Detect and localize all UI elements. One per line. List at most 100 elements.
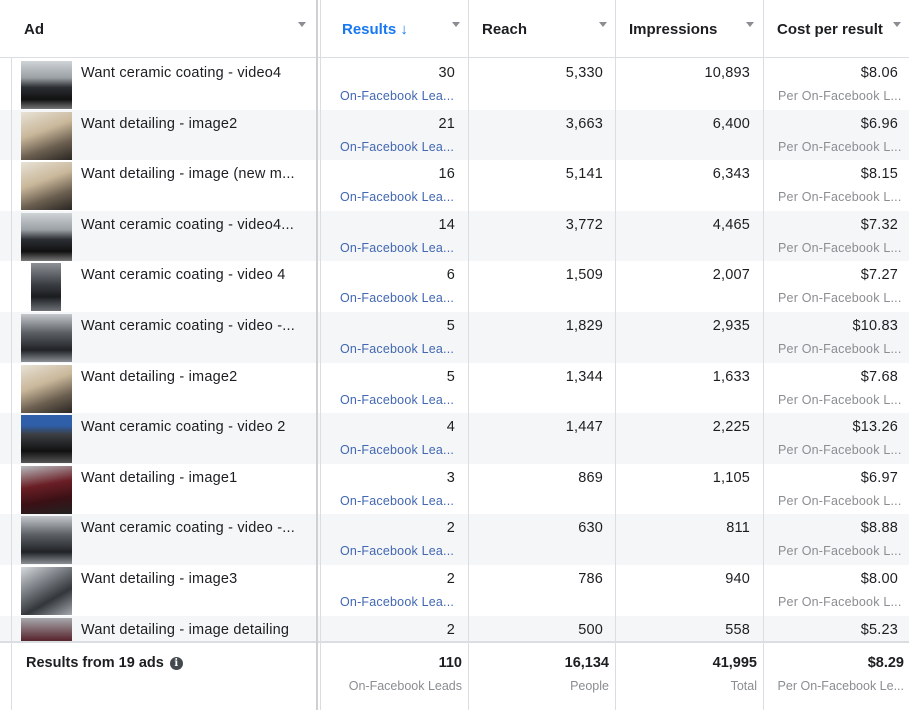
- column-menu-cost-icon[interactable]: [893, 22, 901, 27]
- table-row[interactable]: Want detailing - image3 2 On-Facebook Le…: [0, 565, 909, 616]
- ad-thumbnail[interactable]: [21, 314, 72, 362]
- results-value: 5: [446, 368, 455, 385]
- column-header-impressions[interactable]: Impressions: [617, 0, 762, 58]
- ad-thumbnail[interactable]: [31, 263, 61, 312]
- summary-impressions-label: Total: [730, 679, 757, 693]
- results-type-link[interactable]: On-Facebook Lea...: [340, 544, 455, 559]
- column-header-results[interactable]: Results ↓: [330, 0, 468, 58]
- table-row[interactable]: Want detailing - image (new m... 16 On-F…: [0, 160, 909, 211]
- table-row[interactable]: Want ceramic coating - video4... 14 On-F…: [0, 210, 909, 262]
- ad-thumbnail[interactable]: [21, 516, 72, 565]
- column-menu-ad-icon[interactable]: [298, 22, 306, 27]
- reach-value: 3,772: [565, 216, 603, 233]
- ad-name[interactable]: Want detailing - image (new m...: [81, 166, 295, 183]
- cost-value: $7.32: [860, 216, 898, 233]
- ad-name[interactable]: Want ceramic coating - video 2: [81, 419, 286, 436]
- results-type-link[interactable]: On-Facebook Lea...: [340, 493, 455, 508]
- ad-thumbnail[interactable]: [21, 111, 72, 160]
- ad-thumbnail[interactable]: [21, 162, 72, 211]
- table-header: Ad Results ↓ Reach Impressions Cost per …: [0, 0, 909, 58]
- info-icon[interactable]: i: [169, 656, 183, 670]
- impressions-value: 558: [725, 621, 750, 638]
- table-row[interactable]: Want ceramic coating - video 4 6 On-Face…: [0, 261, 909, 312]
- ad-name[interactable]: Want ceramic coating - video4: [81, 65, 282, 81]
- cost-value: $5.23: [860, 621, 898, 638]
- cost-type-label: Per On-Facebook L...: [778, 392, 902, 407]
- results-type-link[interactable]: On-Facebook Lea...: [340, 392, 455, 407]
- table-row[interactable]: Want detailing - image2 21 On-Facebook L…: [0, 109, 909, 161]
- results-type-link[interactable]: On-Facebook Lea...: [340, 342, 455, 356]
- ad-thumbnail[interactable]: [21, 617, 72, 641]
- results-type-link[interactable]: On-Facebook Lea...: [340, 89, 455, 103]
- ad-thumbnail[interactable]: [21, 61, 72, 109]
- results-value: 2: [446, 520, 455, 537]
- ad-thumbnail[interactable]: [21, 212, 72, 261]
- results-value: 6: [446, 267, 455, 284]
- summary-results-label: On-Facebook Leads: [348, 679, 462, 693]
- column-header-label: Reach: [482, 20, 528, 38]
- reach-value: 869: [578, 469, 603, 486]
- ad-name[interactable]: Want ceramic coating - video 4: [81, 267, 286, 284]
- summary-cost-label: Per On-Facebook Le...: [777, 679, 904, 693]
- results-type-link[interactable]: On-Facebook Lea...: [340, 443, 455, 458]
- results-type-link[interactable]: On-Facebook Lea...: [340, 595, 455, 609]
- column-header-ad[interactable]: Ad: [12, 0, 316, 58]
- ad-thumbnail[interactable]: [21, 465, 72, 514]
- table-row[interactable]: Want ceramic coating - video 2 4 On-Face…: [0, 413, 909, 464]
- results-type-link[interactable]: On-Facebook Lea...: [340, 190, 455, 205]
- results-type-link[interactable]: On-Facebook Lea...: [340, 139, 455, 154]
- reach-value: 1,447: [565, 419, 603, 436]
- column-divider[interactable]: [316, 0, 318, 710]
- column-divider: [468, 0, 469, 710]
- reach-value: 1,829: [565, 318, 603, 334]
- ad-name[interactable]: Want detailing - image detailing: [81, 621, 290, 638]
- ad-thumbnail[interactable]: [21, 364, 72, 413]
- table-row[interactable]: Want ceramic coating - video4 30 On-Face…: [0, 59, 909, 110]
- cost-value: $10.83: [852, 318, 898, 334]
- column-menu-results-icon[interactable]: [452, 22, 460, 27]
- table-row[interactable]: Want ceramic coating - video -... 2 On-F…: [0, 514, 909, 565]
- summary-reach-label: People: [570, 679, 609, 693]
- table-body: Want ceramic coating - video4 30 On-Face…: [0, 59, 909, 641]
- reach-value: 1,509: [565, 267, 603, 284]
- column-header-cost-per-result[interactable]: Cost per result: [765, 0, 909, 58]
- results-value: 21: [438, 115, 455, 132]
- ad-name[interactable]: Want detailing - image1: [81, 469, 238, 486]
- table-row[interactable]: Want detailing - image1 3 On-Facebook Le…: [0, 464, 909, 515]
- table-row[interactable]: Want detailing - image detailing 2 500 5…: [0, 615, 909, 641]
- cost-value: $8.06: [860, 65, 898, 81]
- ad-name[interactable]: Want ceramic coating - video4...: [81, 216, 294, 233]
- ad-thumbnail[interactable]: [21, 415, 72, 464]
- impressions-value: 6,400: [712, 115, 750, 132]
- reach-value: 630: [578, 520, 603, 537]
- ad-name[interactable]: Want detailing - image2: [81, 115, 238, 132]
- results-type-link[interactable]: On-Facebook Lea...: [340, 240, 455, 255]
- results-value: 3: [446, 469, 455, 486]
- cost-value: $8.15: [860, 166, 898, 183]
- reach-value: 500: [578, 621, 603, 638]
- table-row[interactable]: Want detailing - image2 5 On-Facebook Le…: [0, 363, 909, 414]
- ad-thumbnail[interactable]: [21, 567, 72, 615]
- results-value: 5: [446, 318, 455, 334]
- column-divider: [615, 0, 616, 710]
- results-type-link[interactable]: On-Facebook Lea...: [340, 291, 455, 306]
- column-menu-impressions-icon[interactable]: [746, 22, 754, 27]
- cost-type-label: Per On-Facebook L...: [778, 240, 902, 255]
- ad-name[interactable]: Want detailing - image2: [81, 368, 238, 385]
- impressions-value: 1,633: [712, 368, 750, 385]
- impressions-value: 4,465: [712, 216, 750, 233]
- impressions-value: 2,225: [712, 419, 750, 436]
- ad-name[interactable]: Want ceramic coating - video -...: [81, 318, 295, 334]
- cost-type-label: Per On-Facebook L...: [778, 493, 902, 508]
- reach-value: 5,330: [565, 65, 603, 81]
- results-value: 4: [446, 419, 455, 436]
- cost-value: $13.26: [852, 419, 898, 436]
- impressions-value: 811: [726, 520, 750, 537]
- column-header-reach[interactable]: Reach: [470, 0, 615, 58]
- impressions-value: 2,935: [712, 318, 750, 334]
- table-row[interactable]: Want ceramic coating - video -... 5 On-F…: [0, 312, 909, 363]
- ad-name[interactable]: Want detailing - image3: [81, 571, 238, 587]
- ad-name[interactable]: Want ceramic coating - video -...: [81, 520, 295, 537]
- column-divider: [320, 0, 321, 710]
- column-menu-reach-icon[interactable]: [599, 22, 607, 27]
